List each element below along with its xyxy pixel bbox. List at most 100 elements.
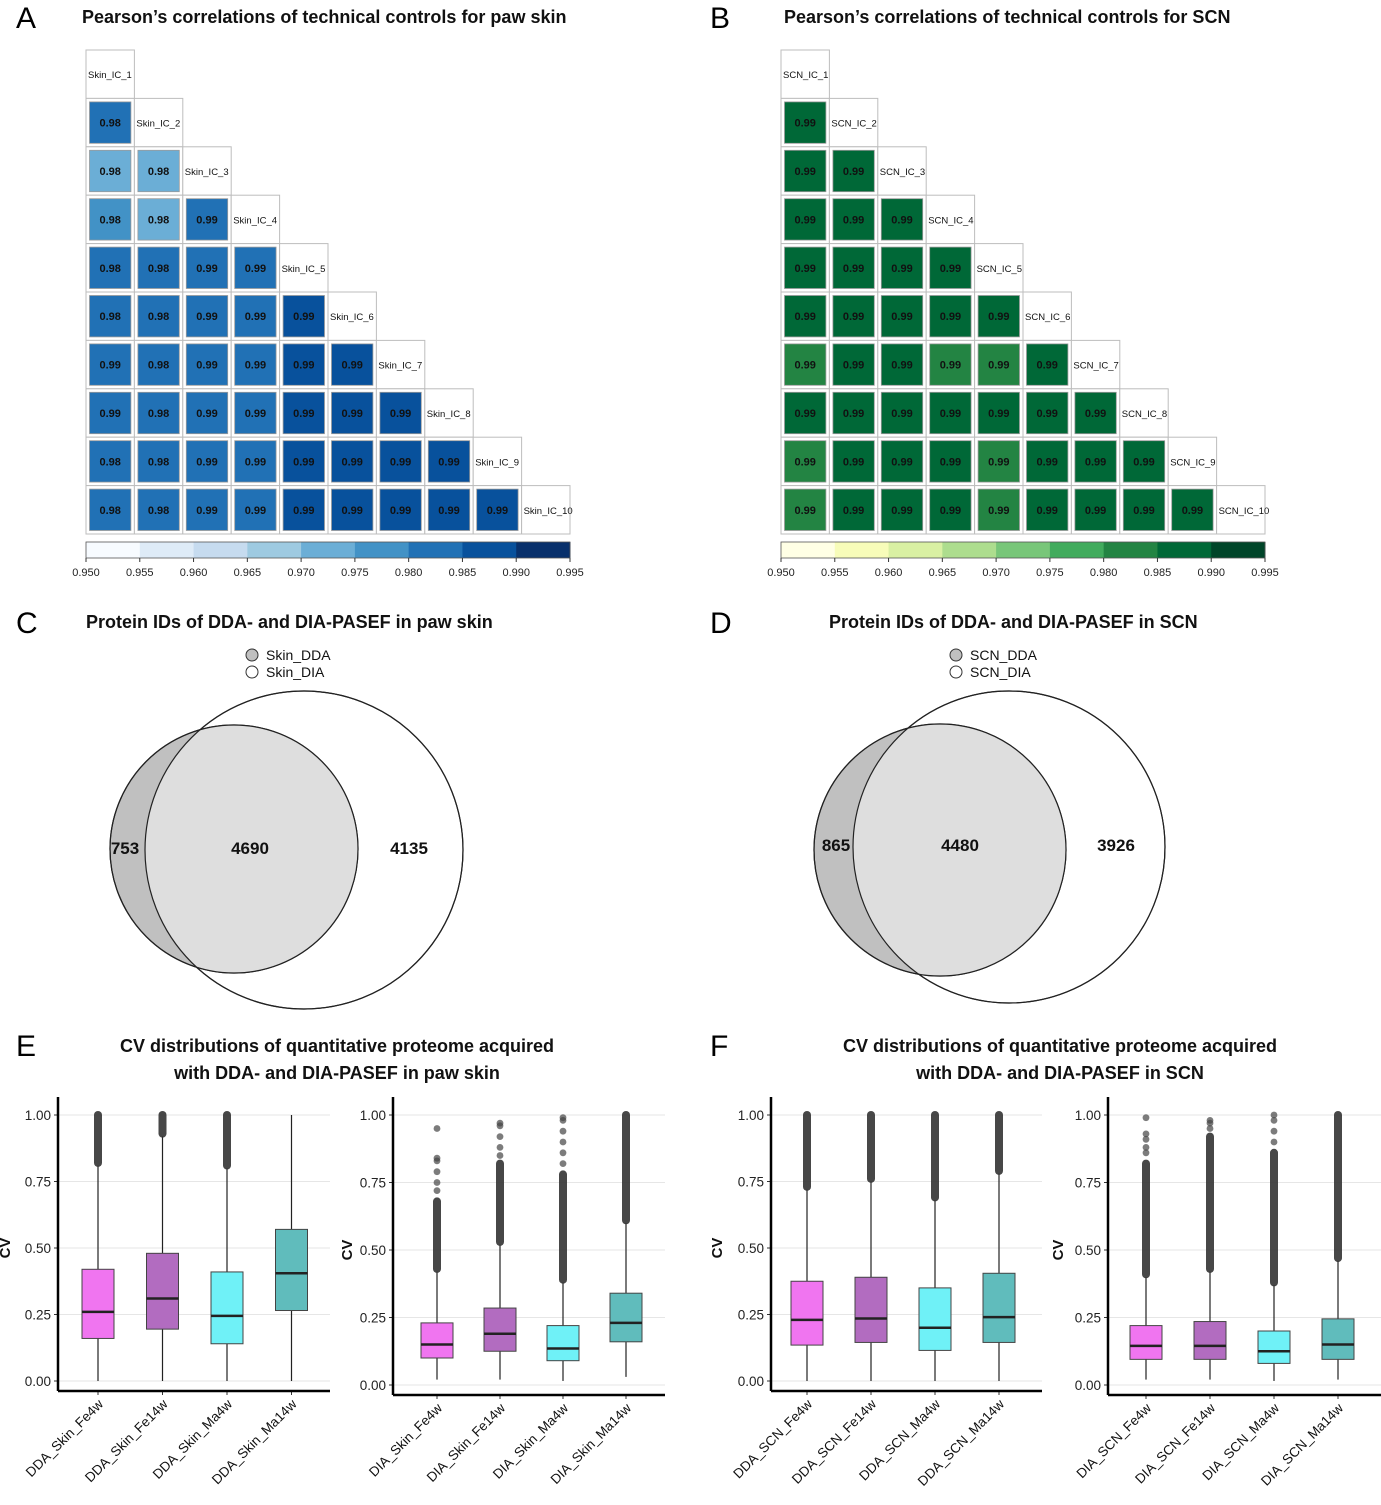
legend-dda-marker bbox=[949, 648, 963, 662]
heatmap-cell bbox=[784, 295, 827, 338]
heatmap-cell-value: 0.99 bbox=[1085, 408, 1106, 420]
heatmap-cell bbox=[784, 149, 827, 193]
colorbar-segment bbox=[834, 542, 890, 558]
heatmap-diagonal-cell bbox=[472, 436, 523, 487]
box-outlier-point bbox=[1270, 1117, 1278, 1124]
heatmap-cell bbox=[185, 295, 229, 338]
box-outlier-point bbox=[1270, 1138, 1278, 1146]
heatmap-cell bbox=[185, 343, 229, 386]
box-outlier-point bbox=[1142, 1130, 1150, 1138]
heatmap-cell bbox=[89, 295, 132, 338]
colorbar-segment bbox=[1049, 542, 1105, 558]
heatmap-cell bbox=[880, 440, 924, 483]
venn-overlap-region bbox=[145, 725, 358, 973]
box-outlier-point bbox=[433, 1168, 441, 1176]
heatmap-cell bbox=[832, 343, 875, 386]
heatmap-cell-value: 0.98 bbox=[99, 505, 120, 517]
heatmap-cell bbox=[234, 246, 277, 289]
colorbar-tick-label: 0.965 bbox=[234, 567, 262, 579]
heatmap-cell bbox=[784, 198, 827, 241]
box-outlier-point bbox=[1142, 1149, 1150, 1157]
box-body bbox=[483, 1307, 517, 1352]
heatmap-cell-value: 0.99 bbox=[341, 408, 362, 420]
heatmap-cell bbox=[832, 391, 875, 435]
y-axis-label: CV bbox=[339, 1240, 356, 1261]
heatmap-cell bbox=[282, 488, 325, 531]
heatmap-cell-value: 0.99 bbox=[794, 311, 815, 323]
legend-dia-marker bbox=[949, 665, 963, 679]
heatmap-diagonal-cell bbox=[521, 485, 571, 535]
heatmap-cell-value: 0.99 bbox=[293, 311, 314, 323]
heatmap-cell-value: 0.98 bbox=[148, 360, 169, 372]
colorbar-segment bbox=[139, 542, 195, 558]
heatmap-cell bbox=[977, 488, 1020, 531]
heatmap-cell bbox=[89, 198, 132, 241]
heatmap-cell-value: 0.98 bbox=[99, 311, 120, 323]
heatmap-cell-value: 0.99 bbox=[99, 360, 120, 372]
box-body bbox=[1257, 1330, 1291, 1364]
heatmap-cell-value: 0.99 bbox=[245, 408, 266, 420]
heatmap-cell-value: 0.98 bbox=[99, 263, 120, 275]
heatmap-cell bbox=[977, 440, 1020, 483]
box-body bbox=[546, 1325, 580, 1362]
heatmap-cell bbox=[379, 440, 422, 483]
colorbar-tick-label: 0.965 bbox=[929, 567, 957, 579]
heatmap-diagonal-label: Skin_IC_5 bbox=[282, 264, 326, 275]
heatmap-cell-value: 0.99 bbox=[293, 360, 314, 372]
heatmap-cell-value: 0.99 bbox=[843, 166, 864, 178]
heatmap-b: SCN_IC_1 0.99 SCN_IC_2 0.99 0.99 SCN_IC_3 0.99… bbox=[767, 49, 1279, 579]
heatmap-cell bbox=[137, 391, 180, 435]
y-tick-label: 1.00 bbox=[738, 1108, 764, 1123]
heatmap-cell-value: 0.98 bbox=[148, 311, 169, 323]
heatmap-cell bbox=[1171, 488, 1214, 531]
box-outliers-dense bbox=[867, 1111, 875, 1183]
heatmap-cell bbox=[1122, 440, 1166, 483]
heatmap-cell bbox=[880, 343, 924, 386]
heatmap-diagonal-cell bbox=[877, 146, 927, 196]
heatmap-diagonal-cell bbox=[230, 194, 281, 245]
colorbar-segment bbox=[1211, 542, 1266, 558]
heatmap-cell bbox=[234, 295, 277, 338]
heatmap-cell bbox=[89, 488, 132, 531]
colorbar-tick-label: 0.970 bbox=[982, 567, 1010, 579]
box-outliers-dense bbox=[1334, 1111, 1342, 1263]
heatmap-cell-value: 0.99 bbox=[988, 360, 1009, 372]
heatmap-cell bbox=[929, 488, 972, 531]
colorbar-segment bbox=[354, 542, 410, 558]
heatmap-diagonal-cell bbox=[375, 339, 426, 390]
panel-b-letter: B bbox=[710, 2, 730, 35]
heatmap-cell bbox=[977, 295, 1020, 338]
heatmap-cell bbox=[977, 343, 1020, 386]
box-outlier-point bbox=[496, 1133, 504, 1140]
heatmap-cell bbox=[234, 488, 277, 531]
colorbar-tick-label: 0.995 bbox=[556, 567, 584, 579]
panel-b-title: Pearson’s correlations of technical cont… bbox=[784, 7, 1230, 27]
heatmap-diagonal-cell bbox=[925, 194, 976, 245]
boxplot-e-dia: 0.000.250.500.751.00CVDIA_Skin_Fe4wDIA_S… bbox=[339, 1097, 665, 1487]
heatmap-cell bbox=[137, 440, 180, 483]
heatmap-cell-value: 0.99 bbox=[891, 214, 912, 226]
heatmap-cell-value: 0.99 bbox=[196, 360, 217, 372]
heatmap-cell-value: 0.99 bbox=[390, 408, 411, 420]
colorbar-tick-label: 0.980 bbox=[395, 567, 423, 579]
heatmap-cell bbox=[977, 391, 1020, 435]
heatmap-cell bbox=[832, 198, 875, 241]
colorbar-tick-label: 0.960 bbox=[180, 567, 208, 579]
heatmap-cell bbox=[784, 246, 827, 289]
y-tick-label: 0.50 bbox=[738, 1241, 764, 1256]
box-outlier-point bbox=[1142, 1135, 1150, 1143]
heatmap-cell bbox=[89, 246, 132, 289]
heatmap-cell bbox=[137, 246, 180, 289]
heatmap-cell-value: 0.99 bbox=[196, 456, 217, 468]
heatmap-cell-value: 0.99 bbox=[1182, 505, 1203, 517]
panel-e-title-line2: with DDA- and DIA-PASEF in paw skin bbox=[173, 1063, 500, 1083]
heatmap-cell-value: 0.99 bbox=[245, 263, 266, 275]
panel-f-title-line1: CV distributions of quantitative proteom… bbox=[843, 1036, 1277, 1056]
colorbar-tick-label: 0.950 bbox=[767, 567, 795, 579]
colorbar-segment bbox=[408, 542, 463, 558]
colorbar-tick-label: 0.950 bbox=[72, 567, 100, 579]
heatmap-diagonal-label: SCN_IC_6 bbox=[1025, 312, 1070, 323]
panel-c-title: Protein IDs of DDA- and DIA-PASEF in paw… bbox=[86, 612, 493, 632]
boxplot-e-dda: 0.000.250.500.751.00CVDDA_Skin_Fe4wDDA_S… bbox=[0, 1097, 330, 1487]
